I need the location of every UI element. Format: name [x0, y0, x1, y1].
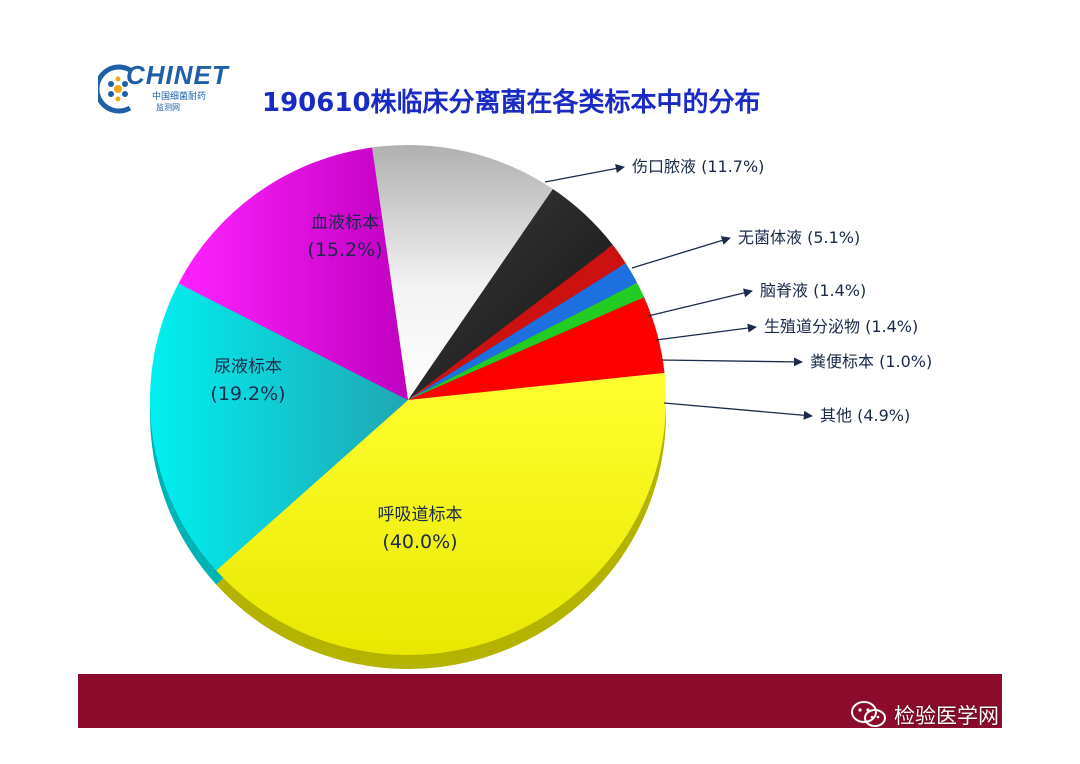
wechat-icon	[851, 701, 886, 727]
logo-text: CHINET	[126, 60, 229, 90]
pie-slice	[408, 189, 613, 400]
slice-label: 无菌体液 (5.1%)	[738, 228, 860, 247]
slice-label: 伤口脓液 (11.7%)	[632, 157, 764, 176]
slice-label: 生殖道分泌物 (1.4%)	[764, 317, 918, 336]
slice-label-percent: (19.2%)	[210, 383, 285, 405]
slice-label: 脑脊液 (1.4%)	[760, 281, 866, 300]
pie-slice	[408, 263, 638, 400]
pie-slice	[372, 144, 553, 400]
slice-label: 其他 (4.9%)	[820, 406, 910, 425]
pie-slice	[408, 244, 626, 400]
chinet-logo: CHINET 中国细菌耐药 监测网	[98, 58, 228, 118]
leader-arrow	[631, 236, 731, 269]
logo-subtitle: 中国细菌耐药	[152, 92, 207, 102]
pie-slice	[408, 282, 645, 400]
pie-slice	[216, 372, 667, 656]
watermark: 检验医学网	[850, 700, 999, 730]
pie-slice	[408, 297, 665, 400]
leader-arrow	[663, 402, 813, 420]
leader-arrow	[647, 288, 753, 317]
slice-label-name: 尿液标本	[214, 357, 282, 377]
leader-arrow	[660, 357, 803, 367]
leader-arrow	[655, 323, 757, 341]
footer-bar	[78, 674, 1002, 728]
slice-label-percent: (40.0%)	[382, 531, 457, 553]
slice-label-name: 血液标本	[311, 213, 379, 233]
slice-label-percent: (15.2%)	[307, 239, 382, 261]
pie-slice	[149, 283, 409, 571]
logo-subtitle-2: 监测网	[156, 103, 180, 112]
logo-emblem-icon	[98, 64, 132, 114]
watermark-text: 检验医学网	[894, 704, 999, 728]
slice-label: 粪便标本 (1.0%)	[810, 352, 932, 371]
pie-slice	[178, 147, 408, 400]
chart-title: 190610株临床分离菌在各类标本中的分布	[262, 88, 761, 118]
slice-label-name: 呼吸道标本	[378, 505, 463, 525]
leader-arrow	[544, 164, 625, 183]
